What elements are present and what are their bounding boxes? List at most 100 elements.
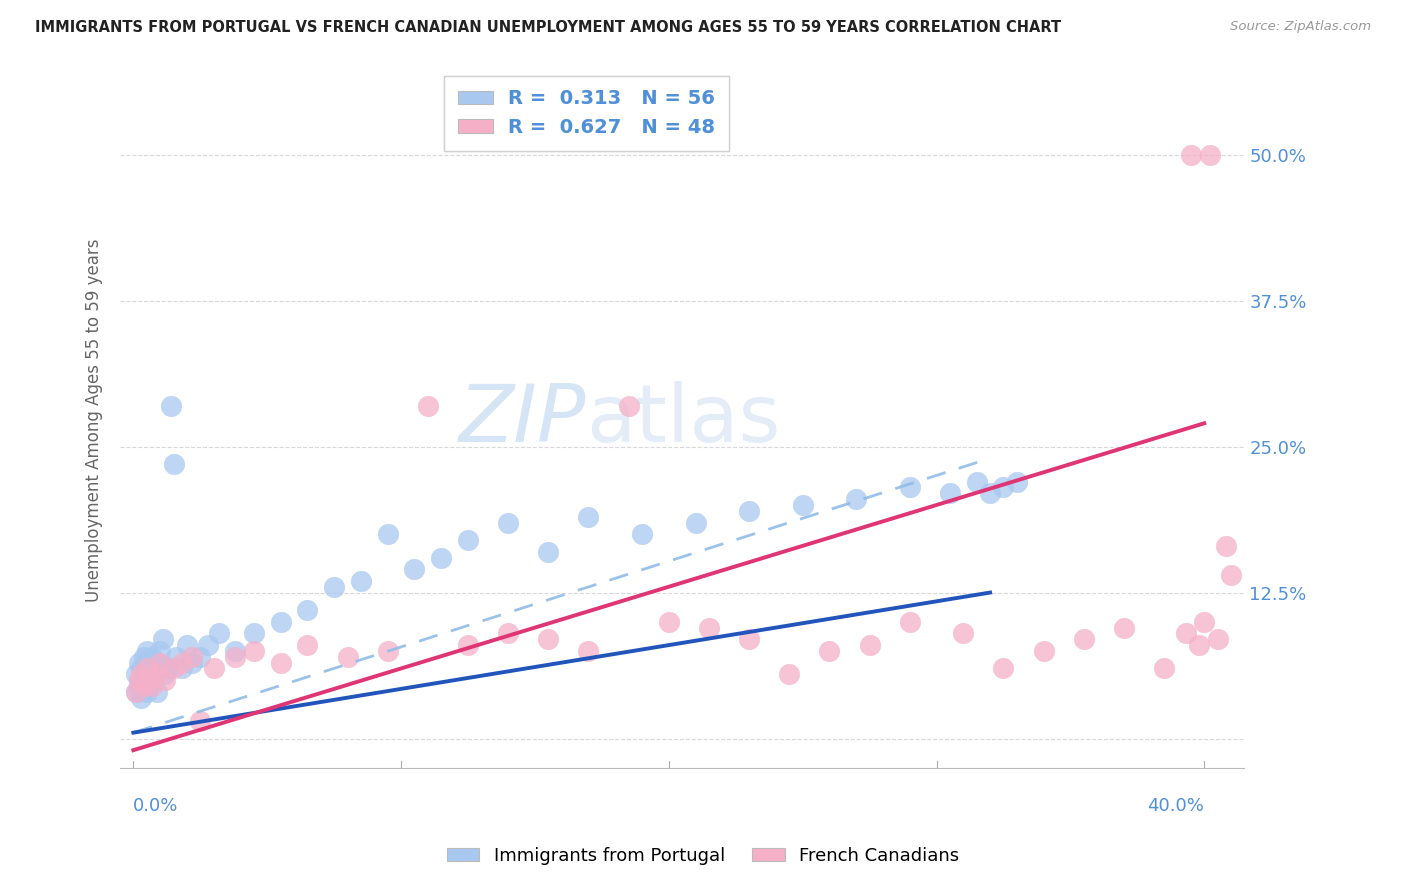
Point (898, 615, 921, 629)
Point (176, 638, 198, 652)
Point (170, 661, 193, 675)
Point (138, 661, 160, 675)
Point (224, 649, 246, 664)
Text: 40.0%: 40.0% (1147, 797, 1205, 815)
Point (966, 475, 988, 489)
Point (181, 649, 204, 664)
Point (578, 509, 600, 524)
Point (162, 661, 184, 675)
Point (1180, 147, 1202, 161)
Point (416, 399, 439, 413)
Point (430, 550, 453, 565)
Point (138, 673, 160, 687)
Point (1194, 615, 1216, 629)
Point (135, 661, 157, 675)
Point (377, 527, 399, 541)
Point (243, 644, 266, 658)
Point (131, 667, 153, 681)
Point (143, 667, 166, 681)
Point (778, 667, 800, 681)
Point (135, 644, 157, 658)
Point (1153, 661, 1175, 675)
Point (993, 661, 1015, 675)
Point (792, 498, 814, 512)
Point (738, 632, 761, 647)
Point (1112, 621, 1135, 635)
Point (141, 673, 163, 687)
Point (297, 638, 319, 652)
Point (631, 527, 654, 541)
Point (125, 667, 148, 681)
Point (617, 399, 640, 413)
Point (128, 673, 150, 687)
Point (979, 486, 1001, 500)
Point (658, 615, 681, 629)
Y-axis label: Unemployment Among Ages 55 to 59 years: Unemployment Among Ages 55 to 59 years (86, 238, 103, 602)
Point (208, 626, 231, 640)
Text: 0.0%: 0.0% (134, 797, 179, 815)
Point (152, 632, 174, 647)
Point (457, 638, 479, 652)
Point (738, 504, 761, 518)
Point (131, 690, 153, 705)
Point (404, 562, 426, 576)
Point (270, 615, 292, 629)
Point (858, 638, 880, 652)
Point (1005, 475, 1028, 489)
Point (1215, 539, 1237, 553)
Point (160, 399, 183, 413)
Point (537, 544, 560, 558)
Point (243, 626, 266, 640)
Point (993, 480, 1015, 494)
Point (132, 649, 155, 664)
Point (1188, 638, 1211, 652)
Legend: R =  0.313   N = 56, R =  0.627   N = 48: R = 0.313 N = 56, R = 0.627 N = 48 (444, 76, 728, 151)
Point (939, 486, 962, 500)
Point (188, 714, 211, 728)
Point (162, 457, 184, 471)
Point (141, 649, 163, 664)
Point (1032, 644, 1054, 658)
Point (336, 649, 359, 664)
Point (131, 661, 153, 675)
Text: atlas: atlas (586, 382, 780, 459)
Point (457, 533, 479, 547)
Point (138, 679, 160, 693)
Point (685, 516, 707, 530)
Point (952, 626, 974, 640)
Point (1220, 568, 1243, 582)
Point (141, 679, 163, 693)
Point (146, 656, 169, 670)
Point (898, 480, 921, 494)
Point (202, 661, 225, 675)
Point (132, 673, 155, 687)
Point (149, 644, 172, 658)
Text: Source: ZipAtlas.com: Source: ZipAtlas.com (1230, 20, 1371, 33)
Point (157, 661, 180, 675)
Legend: Immigrants from Portugal, French Canadians: Immigrants from Portugal, French Canadia… (440, 840, 966, 872)
Text: ZIP: ZIP (460, 382, 586, 459)
Point (1198, 147, 1220, 161)
Point (377, 644, 399, 658)
Point (170, 656, 193, 670)
Point (149, 661, 172, 675)
Point (697, 621, 720, 635)
Point (496, 516, 519, 530)
Point (125, 685, 148, 699)
Point (224, 644, 246, 658)
Point (1073, 632, 1095, 647)
Point (128, 679, 150, 693)
Point (135, 661, 157, 675)
Point (181, 656, 204, 670)
Point (188, 649, 211, 664)
Point (297, 603, 319, 617)
Text: IMMIGRANTS FROM PORTUGAL VS FRENCH CANADIAN UNEMPLOYMENT AMONG AGES 55 TO 59 YEA: IMMIGRANTS FROM PORTUGAL VS FRENCH CANAD… (35, 20, 1062, 35)
Point (578, 644, 600, 658)
Point (135, 685, 157, 699)
Point (537, 632, 560, 647)
Point (323, 580, 346, 594)
Point (149, 656, 172, 670)
Point (1174, 626, 1197, 640)
Point (132, 679, 155, 693)
Point (128, 656, 150, 670)
